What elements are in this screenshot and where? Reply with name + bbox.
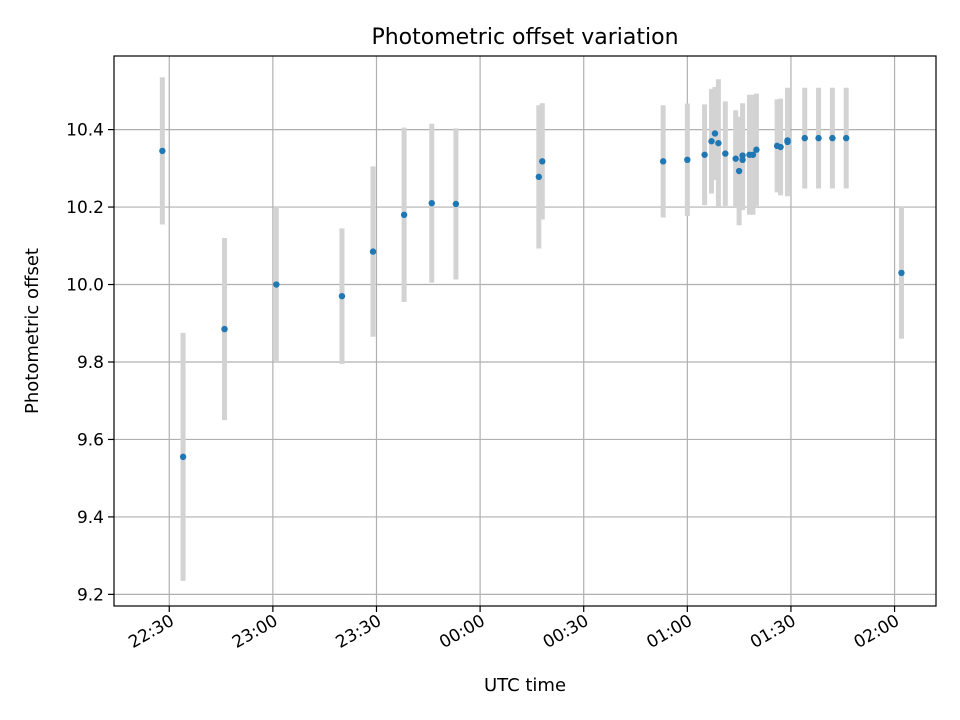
- data-point: [801, 134, 808, 142]
- data-point: [749, 151, 757, 158]
- x-axis-label: UTC time: [484, 675, 566, 696]
- data-point: [400, 211, 408, 219]
- chart-title: Photometric offset variation: [371, 25, 678, 50]
- data-point: [784, 137, 791, 144]
- data-point: [659, 158, 667, 165]
- data-point: [273, 281, 280, 288]
- data-point: [179, 453, 187, 461]
- data-point: [739, 156, 746, 164]
- data-point: [722, 150, 729, 157]
- data-point: [221, 325, 228, 333]
- data-point: [708, 138, 715, 145]
- y-tick-label: 10.2: [66, 198, 104, 218]
- data-point: [428, 199, 435, 207]
- data-point: [684, 156, 691, 164]
- data-point: [452, 200, 460, 208]
- data-point: [711, 130, 719, 137]
- data-point: [535, 173, 543, 181]
- data-point: [715, 139, 722, 147]
- y-axis: 9.2 9.4 9.6 9.8 10.0 10.2 10.4: [66, 121, 114, 605]
- data-point: [539, 158, 546, 165]
- data-point: [338, 292, 346, 300]
- data-point: [735, 167, 743, 175]
- data-point: [732, 155, 739, 162]
- grid: [114, 56, 936, 606]
- plot-frame: [113, 55, 937, 607]
- data-point: [898, 269, 905, 277]
- data-point: [159, 147, 166, 155]
- data-points: [159, 130, 905, 461]
- y-tick-label: 9.8: [77, 353, 104, 373]
- data-point: [369, 248, 377, 255]
- data-point: [815, 134, 822, 142]
- data-point: [753, 146, 760, 153]
- y-tick-label: 9.2: [77, 585, 104, 605]
- y-tick-label: 9.4: [77, 508, 104, 528]
- y-tick-label: 10.0: [66, 276, 104, 296]
- y-axis-label: Photometric offset: [22, 248, 43, 414]
- y-tick-label: 9.6: [77, 430, 104, 450]
- data-point: [829, 134, 836, 142]
- data-point: [843, 134, 850, 142]
- y-tick-label: 10.4: [66, 121, 104, 141]
- data-point: [777, 143, 784, 151]
- data-point: [701, 151, 708, 158]
